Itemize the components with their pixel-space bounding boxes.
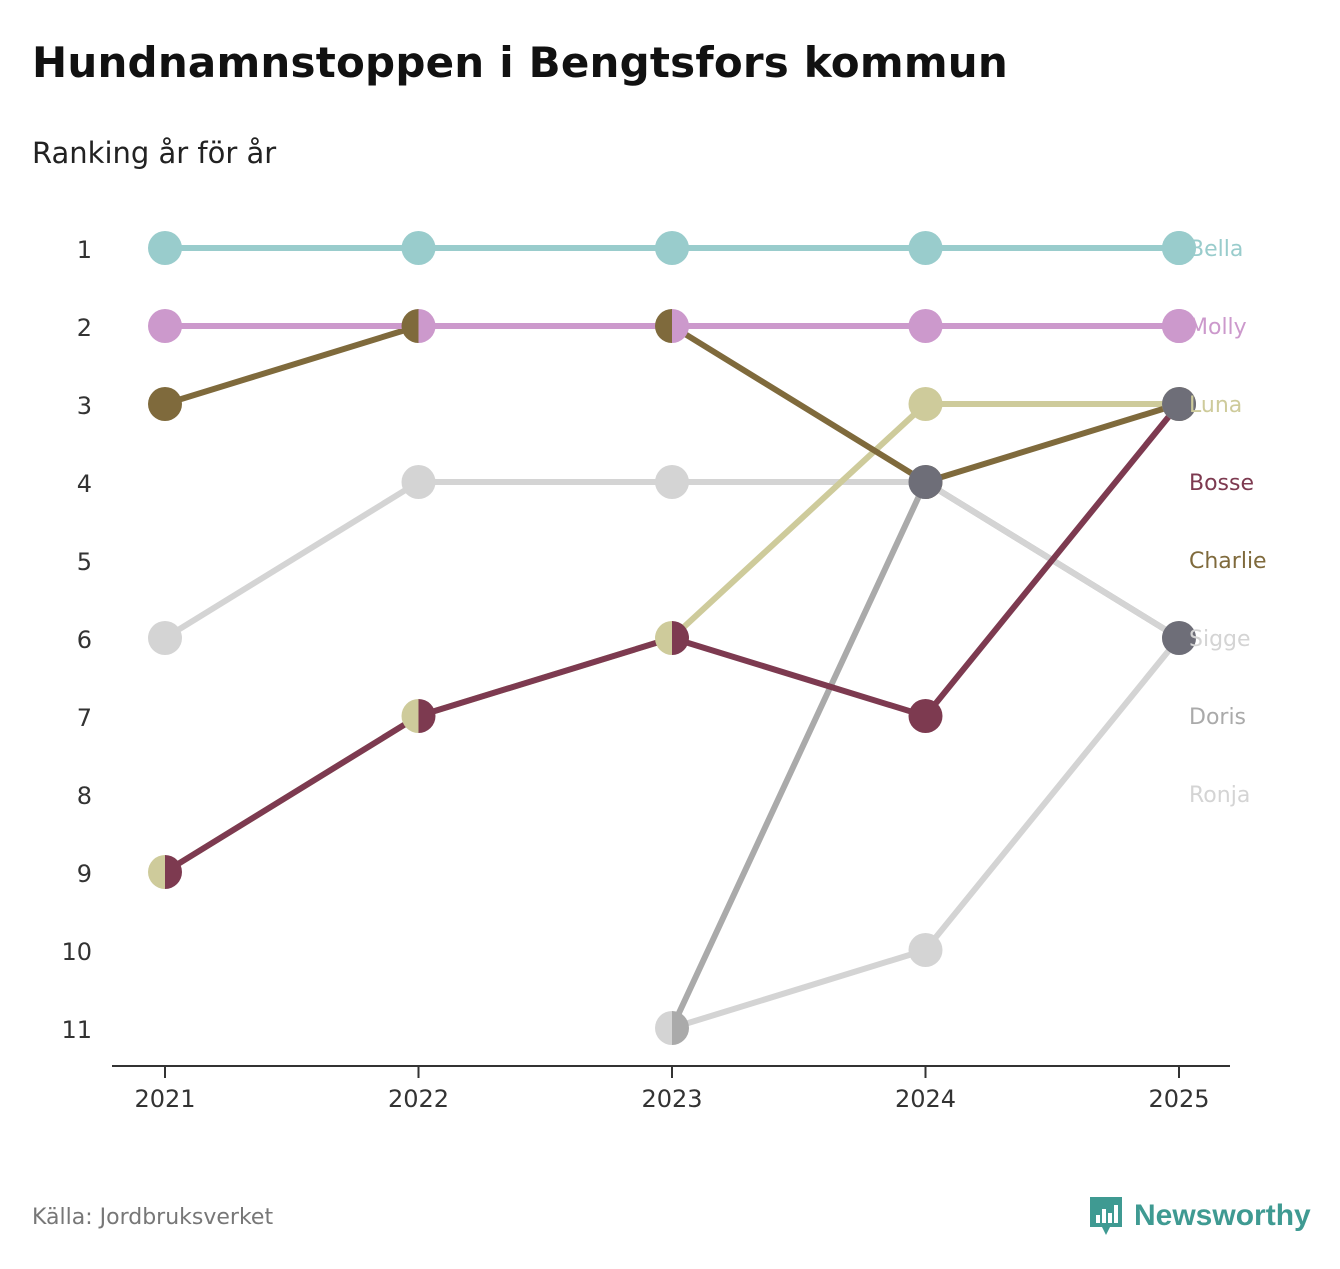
marker-2022-rank-2-right xyxy=(418,309,436,343)
marker-2021-rank-6 xyxy=(148,621,182,655)
marker-2023-rank-1 xyxy=(655,231,689,265)
marker-2023-rank-6-right xyxy=(672,621,689,655)
marker-2023-rank-2-left xyxy=(655,309,672,343)
source-note: Källa: Jordbruksverket xyxy=(32,1205,274,1230)
y-tick-label: 6 xyxy=(77,626,92,654)
y-tick-label: 3 xyxy=(77,392,92,420)
marker-2022-rank-7-left xyxy=(401,699,419,733)
marker-2022-rank-2-left xyxy=(401,309,419,343)
x-tick-label: 2025 xyxy=(1148,1085,1209,1113)
y-tick-label: 4 xyxy=(77,470,92,498)
marker-2024-rank-2 xyxy=(908,309,943,343)
series-label-sigge: Sigge xyxy=(1189,627,1251,652)
marker-2022-rank-7-right xyxy=(418,699,436,733)
series-label-doris: Doris xyxy=(1189,705,1246,730)
marker-2024-rank-7 xyxy=(908,699,943,733)
line-ronja xyxy=(669,635,1182,1031)
marker-2021-rank-3 xyxy=(148,387,182,421)
series-labels: Bella Molly Luna Bosse Charlie Sigge Doris Ronj… xyxy=(1189,237,1267,808)
marker-2023-rank-2-right xyxy=(672,309,689,343)
marker-2021-rank-9-left xyxy=(148,855,165,889)
marker-2021-rank-1 xyxy=(148,231,182,265)
x-tick-label: 2022 xyxy=(388,1085,449,1113)
y-tick-label: 10 xyxy=(61,938,92,966)
series-markers xyxy=(148,231,1196,1045)
marker-2023-rank-11-right xyxy=(672,1011,689,1045)
newsworthy-logo[interactable]: Newsworthy xyxy=(1088,1195,1311,1237)
series-label-ronja: Ronja xyxy=(1189,783,1250,808)
line-sigge xyxy=(162,479,1182,641)
chart-subtitle: Ranking år för år xyxy=(32,136,277,170)
marker-2024-rank-3 xyxy=(908,387,943,421)
marker-2024-rank-1 xyxy=(908,231,943,265)
y-tick-label: 5 xyxy=(77,548,92,576)
y-tick-label: 1 xyxy=(77,236,92,264)
series-label-bosse: Bosse xyxy=(1189,471,1254,496)
y-tick-label: 8 xyxy=(77,782,92,810)
y-tick-label: 9 xyxy=(77,860,92,888)
brand-name: Newsworthy xyxy=(1134,1199,1311,1232)
y-tick-label: 7 xyxy=(77,704,92,732)
highlight-marker-2024-rank-4 xyxy=(908,465,943,499)
series-label-luna: Luna xyxy=(1189,393,1242,418)
series-label-bella: Bella xyxy=(1189,237,1243,262)
marker-2021-rank-9-right xyxy=(165,855,182,889)
chart-title: Hundnamnstoppen i Bengtsfors kommun xyxy=(32,38,1008,87)
y-tick-label: 11 xyxy=(61,1016,92,1044)
highlight-marker-2025-rank-2 xyxy=(1162,309,1196,343)
highlight-marker-2025-rank-1 xyxy=(1162,231,1196,265)
highlight-marker-2025-rank-6 xyxy=(1162,621,1196,655)
marker-2022-rank-4 xyxy=(401,465,436,499)
newsworthy-icon xyxy=(1090,1197,1122,1235)
marker-2023-rank-6-left xyxy=(655,621,672,655)
marker-2023-rank-11-left xyxy=(655,1011,672,1045)
marker-2021-rank-2 xyxy=(148,309,182,343)
marker-2024-rank-10 xyxy=(908,933,943,967)
marker-2023-rank-4 xyxy=(655,465,689,499)
x-tick-label: 2024 xyxy=(895,1085,956,1113)
axes: 1 2 3 4 5 6 7 8 9 10 11 2021 2022 2023 2024 2025 xyxy=(61,236,1230,1113)
series-label-charlie: Charlie xyxy=(1189,549,1267,574)
highlight-marker-2025-rank-3 xyxy=(1162,387,1196,421)
x-tick-label: 2023 xyxy=(641,1085,702,1113)
x-tick-label: 2021 xyxy=(134,1085,195,1113)
y-tick-label: 2 xyxy=(77,314,92,342)
marker-2022-rank-1 xyxy=(401,231,436,265)
series-label-molly: Molly xyxy=(1189,315,1247,340)
